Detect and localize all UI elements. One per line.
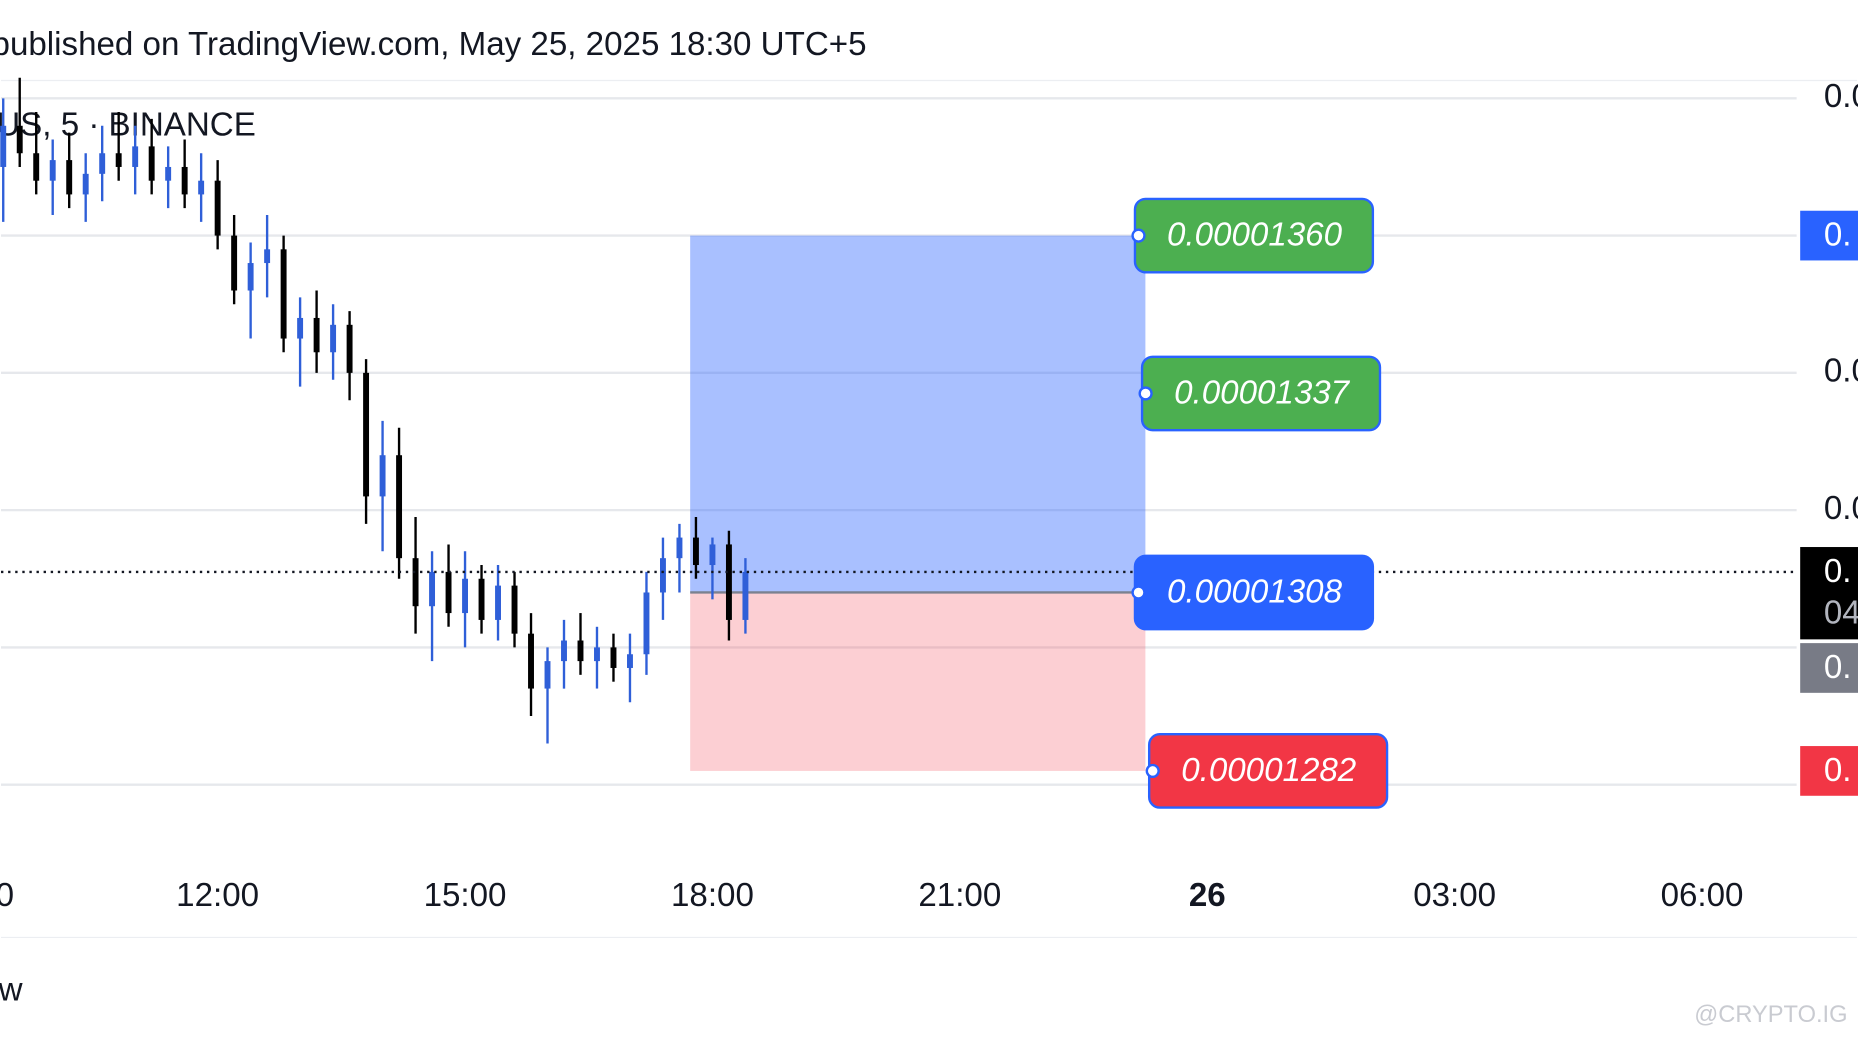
axis-badge — [1800, 746, 1858, 796]
candle-body — [742, 571, 749, 620]
candle-body — [478, 578, 485, 620]
price-tag-label: 0.00001337 — [1174, 374, 1351, 411]
candle-body — [627, 654, 633, 668]
candle-body — [709, 544, 716, 566]
axis-badge-label: 0. — [1824, 553, 1852, 590]
axis-badge — [1800, 210, 1858, 261]
handle — [1145, 763, 1160, 779]
candle-body — [643, 592, 650, 655]
axis-badge-label: 0. — [1824, 649, 1852, 686]
candle-body — [561, 640, 567, 662]
candle-body — [231, 235, 238, 291]
axis-badge — [1800, 547, 1858, 640]
price-tag-label: 0.00001308 — [1167, 573, 1343, 610]
x-tick-label: 15:00 — [424, 877, 507, 914]
candle-body — [330, 324, 337, 353]
candle-body — [528, 633, 534, 689]
candle-body — [396, 455, 403, 559]
x-tick-label: 12:00 — [176, 877, 259, 914]
plot: 0.0 0.0 0.0 0 12:00 15:00 18:00 21:00 26 03:00 06:… — [0, 77, 1858, 914]
x-tick-label: 18:00 — [671, 877, 754, 914]
axis-badge-sublabel: 04 — [1824, 594, 1858, 631]
candle-body — [214, 180, 221, 236]
candle-body — [165, 166, 172, 181]
handle — [1138, 386, 1153, 401]
candle-body — [445, 571, 452, 614]
candle-body — [181, 166, 188, 195]
candle-body — [247, 263, 254, 291]
candle-body — [148, 146, 155, 181]
candle-body — [82, 173, 89, 195]
candle-body — [264, 249, 271, 264]
profit-zone — [690, 235, 1146, 593]
candle-body — [16, 125, 23, 154]
candle-body — [49, 160, 56, 181]
header-text: published on TradingView.com, May 25, 20… — [0, 26, 867, 63]
candle-body — [379, 455, 386, 497]
candle-body — [99, 153, 106, 174]
candle-body — [198, 180, 205, 195]
price-tag-label: 0.00001282 — [1181, 752, 1356, 789]
candle-body — [0, 125, 7, 167]
y-tick-label: 0.0 — [1824, 353, 1858, 390]
x-tick-label: 21:00 — [918, 877, 1001, 914]
candle-body — [297, 317, 304, 339]
handle — [1131, 585, 1146, 600]
footer-text: w — [0, 972, 23, 1009]
axis-badge — [1800, 643, 1858, 693]
candle-body — [132, 146, 139, 167]
x-tick-label: 26 — [1189, 877, 1226, 914]
watermark: @CRYPTO.IG — [1694, 1002, 1847, 1028]
candle-body — [610, 647, 617, 668]
candle-body — [725, 544, 732, 620]
candle-body — [692, 537, 699, 566]
symbol-label: US, 5 · BINANCE — [0, 106, 256, 143]
candle-body — [280, 249, 287, 339]
candle-body — [511, 585, 518, 634]
x-tick-label: 06:00 — [1661, 877, 1744, 914]
y-tick-label: 0.0 — [1824, 78, 1858, 115]
candle-body — [429, 571, 436, 607]
candle-body — [676, 537, 683, 559]
candle-body — [544, 661, 551, 689]
candle-body — [33, 153, 40, 181]
candle-body — [594, 647, 600, 662]
candle-body — [115, 153, 122, 167]
price-tag-label: 0.00001360 — [1167, 217, 1343, 254]
candle-body — [363, 372, 370, 497]
candle-body — [660, 558, 666, 593]
x-tick-label: 0 — [0, 877, 14, 914]
candle-body — [495, 585, 501, 620]
candle-body — [66, 160, 73, 195]
axis-badge-label: 0. — [1824, 752, 1852, 789]
x-tick-label: 03:00 — [1413, 877, 1496, 914]
candle-body — [462, 578, 468, 614]
loss-zone — [690, 592, 1146, 771]
candle-body — [577, 640, 584, 662]
y-tick-label: 0.0 — [1824, 490, 1858, 527]
candle-body — [313, 317, 320, 353]
axis-badge-label: 0. — [1824, 217, 1852, 254]
handle — [1131, 228, 1146, 243]
candle-body — [412, 558, 419, 607]
candle-body — [346, 324, 353, 373]
